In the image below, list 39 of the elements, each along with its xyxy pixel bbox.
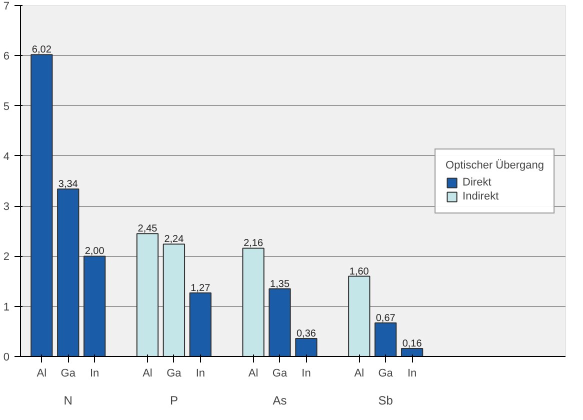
x-tick-label: Ga [166, 368, 182, 380]
x-tick-label: In [196, 368, 206, 380]
y-tick-label: 1 [3, 301, 10, 314]
data-label: 1,60 [349, 266, 370, 278]
data-label: 2,00 [84, 246, 105, 258]
x-tick-label: Ga [60, 368, 76, 380]
y-tick-label: 5 [3, 100, 10, 113]
data-label: 0,16 [402, 338, 422, 350]
x-tick-label: Al [142, 368, 152, 380]
data-label: 2,16 [244, 238, 264, 250]
x-tick-label: Ga [272, 368, 288, 380]
data-label: 6,02 [32, 44, 52, 56]
legend-label: Direkt [462, 176, 492, 188]
x-tick-label: Al [36, 368, 47, 380]
text: N [64, 394, 72, 408]
x-tick-label: In [407, 368, 417, 380]
data-label: 2,24 [164, 234, 184, 246]
data-label: 1,27 [190, 282, 211, 294]
y-tick-label: 3 [3, 201, 10, 214]
y-tick-label: 4 [3, 150, 10, 163]
x-tick-label: In [302, 368, 311, 380]
legend-label: Indirekt [462, 190, 499, 202]
x-tick-label: Al [354, 368, 364, 380]
data-label: 0,36 [296, 328, 316, 340]
y-tick-label: 0 [3, 352, 10, 364]
text: Sb [378, 394, 394, 408]
data-label: 2,45 [138, 224, 158, 235]
text: As [272, 394, 287, 408]
x-tick-label: In [90, 368, 100, 380]
data-label: 0,67 [376, 312, 396, 324]
x-tick-label: Ga [378, 368, 394, 380]
text: P [170, 394, 178, 408]
y-tick-label: 2 [3, 251, 10, 264]
x-tick-label: Al [248, 368, 258, 380]
data-label: 1,35 [270, 278, 290, 290]
y-tick-label: 7 [3, 0, 10, 12]
y-tick-label: 6 [3, 50, 10, 63]
legend-title: Optischer Übergang [446, 159, 544, 171]
data-label: 3,34 [58, 179, 78, 190]
